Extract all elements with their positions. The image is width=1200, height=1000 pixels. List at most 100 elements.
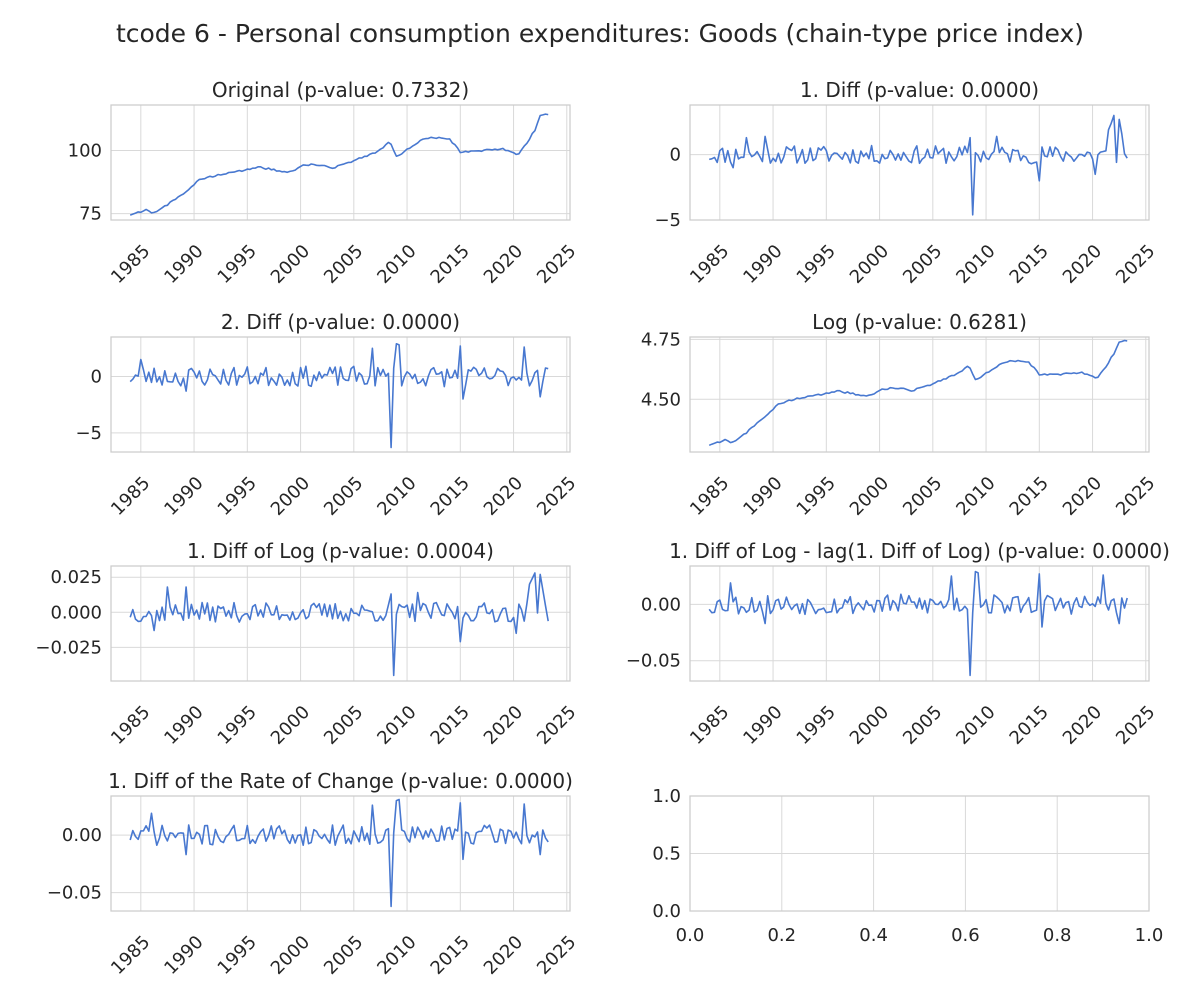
series-line — [709, 114, 1128, 216]
x-tick-label: 2010 — [373, 702, 420, 749]
x-tick-label: 2015 — [1006, 473, 1053, 520]
x-tick-label: 1985 — [107, 932, 154, 979]
x-tick-label: 1985 — [686, 473, 733, 520]
subplot-title: Log (p-value: 0.6281) — [812, 310, 1027, 334]
x-tick-label: 2015 — [427, 702, 474, 749]
x-tick-label: 2020 — [1059, 702, 1106, 749]
x-tick-label: 1995 — [214, 932, 261, 979]
x-tick-label: 2010 — [373, 473, 420, 520]
y-tick-label: 0.00 — [641, 594, 681, 615]
y-tick-label: 4.75 — [641, 329, 681, 350]
series-line — [708, 570, 1128, 677]
y-tick-label: 100 — [68, 140, 102, 161]
x-tick-label: 2025 — [1112, 702, 1159, 749]
series-line — [129, 113, 549, 216]
x-tick-label: 2000 — [267, 932, 314, 979]
x-tick-label: 2005 — [320, 932, 367, 979]
x-tick-label: 2000 — [267, 702, 314, 749]
x-tick-label: 1985 — [686, 241, 733, 288]
y-tick-label: 0.5 — [652, 844, 681, 865]
x-tick-label: 2025 — [1112, 241, 1159, 288]
series-line — [129, 798, 549, 908]
y-tick-label: −0.025 — [35, 637, 102, 658]
subplot-title: 2. Diff (p-value: 0.0000) — [221, 310, 460, 334]
subplot-1: Original (p-value: 0.7332)1985 1990 1995 20… — [68, 78, 581, 288]
plot-area-frame — [110, 795, 571, 912]
x-tick-label: 0.0 — [676, 925, 705, 946]
plot-area-frame — [689, 795, 1150, 912]
subplot-5: 1. Diff of Log (p-value: 0.0004) 1985 1990… — [35, 539, 580, 749]
x-tick-label: 2005 — [320, 702, 367, 749]
x-tick-label: 2025 — [533, 241, 580, 288]
series-line — [129, 572, 549, 677]
x-tick-label: 0.4 — [859, 925, 888, 946]
subplot-title: 1. Diff of the Rate of Change (p-value: … — [108, 769, 573, 793]
y-tick-label: −0.05 — [47, 883, 102, 904]
subplot-7: 1. Diff of the Rate of Change (p-value: … — [47, 769, 581, 979]
subplot-title: 1. Diff of Log (p-value: 0.0004) — [187, 539, 494, 563]
subplot-title: 1. Diff (p-value: 0.0000) — [800, 78, 1039, 102]
subplot-8: 0.0 0.2 0.4 0.6 0.8 1.0 0.0 0.5 1.0 — [652, 786, 1163, 946]
subplot-4: Log (p-value: 0.6281) 1985 1990 1995 2000 200… — [641, 310, 1159, 520]
x-tick-label: 2005 — [320, 473, 367, 520]
x-tick-label: 1985 — [107, 702, 154, 749]
x-tick-label: 2020 — [480, 473, 527, 520]
y-tick-label: −0.05 — [626, 651, 681, 672]
x-tick-label: 1995 — [793, 702, 840, 749]
x-tick-label: 2025 — [533, 702, 580, 749]
subplot-title: 1. Diff of Log - lag(1. Diff of Log) (p-… — [669, 539, 1170, 563]
x-tick-label: 2005 — [899, 241, 946, 288]
y-tick-label: −5 — [75, 423, 102, 444]
x-tick-label: 1995 — [793, 241, 840, 288]
figure-title: tcode 6 - Personal consumption expenditu… — [116, 19, 1084, 48]
x-tick-label: 2025 — [533, 473, 580, 520]
plot-area-frame — [110, 336, 571, 453]
x-tick-label: 2015 — [427, 241, 474, 288]
subplot-title: Original (p-value: 0.7332) — [212, 78, 469, 102]
x-tick-label: 2000 — [846, 702, 893, 749]
subplot-3: 2. Diff (p-value: 0.0000)1985 1990 1995 200… — [75, 310, 580, 520]
x-tick-label: 2020 — [1059, 473, 1106, 520]
x-tick-label: 1990 — [160, 473, 207, 520]
x-tick-label: 2020 — [1059, 241, 1106, 288]
x-tick-label: 1990 — [160, 241, 207, 288]
y-tick-label: 0 — [91, 366, 102, 387]
series-line — [129, 342, 549, 449]
x-tick-label: 2015 — [1006, 702, 1053, 749]
subplot-6: 1. Diff of Log - lag(1. Diff of Log) (p-… — [626, 539, 1170, 749]
x-tick-label: 2010 — [952, 241, 999, 288]
x-tick-label: 2000 — [267, 473, 314, 520]
x-tick-label: 0.8 — [1043, 925, 1072, 946]
x-tick-label: 0.2 — [767, 925, 796, 946]
x-tick-label: 2010 — [952, 473, 999, 520]
x-tick-label: 0.6 — [951, 925, 980, 946]
y-tick-label: 4.50 — [641, 389, 681, 410]
x-tick-label: 1.0 — [1135, 925, 1164, 946]
y-tick-label: 0.00 — [62, 825, 102, 846]
x-tick-label: 1985 — [107, 241, 154, 288]
y-tick-label: 0.000 — [50, 602, 102, 623]
x-tick-label: 2020 — [480, 702, 527, 749]
x-tick-label: 1995 — [214, 473, 261, 520]
x-tick-label: 2000 — [267, 241, 314, 288]
x-tick-label: 2005 — [899, 473, 946, 520]
x-tick-label: 2005 — [899, 702, 946, 749]
subplot-grid: Original (p-value: 0.7332)1985 1990 1995 20… — [35, 78, 1170, 979]
y-tick-label: 1.0 — [652, 786, 681, 807]
x-tick-label: 2025 — [1112, 473, 1159, 520]
x-tick-label: 2020 — [480, 932, 527, 979]
plot-area-frame — [689, 104, 1150, 221]
x-tick-label: 1990 — [739, 702, 786, 749]
x-tick-label: 1995 — [214, 241, 261, 288]
x-tick-label: 2005 — [320, 241, 367, 288]
plot-area-frame — [689, 565, 1150, 682]
x-tick-label: 1990 — [739, 241, 786, 288]
y-tick-label: −5 — [654, 210, 681, 231]
x-tick-label: 2015 — [1006, 241, 1053, 288]
y-tick-label: 0 — [670, 145, 681, 166]
plot-area-frame — [110, 565, 571, 682]
x-tick-label: 2010 — [952, 702, 999, 749]
x-tick-label: 2010 — [373, 241, 420, 288]
plot-area-frame — [689, 336, 1150, 453]
